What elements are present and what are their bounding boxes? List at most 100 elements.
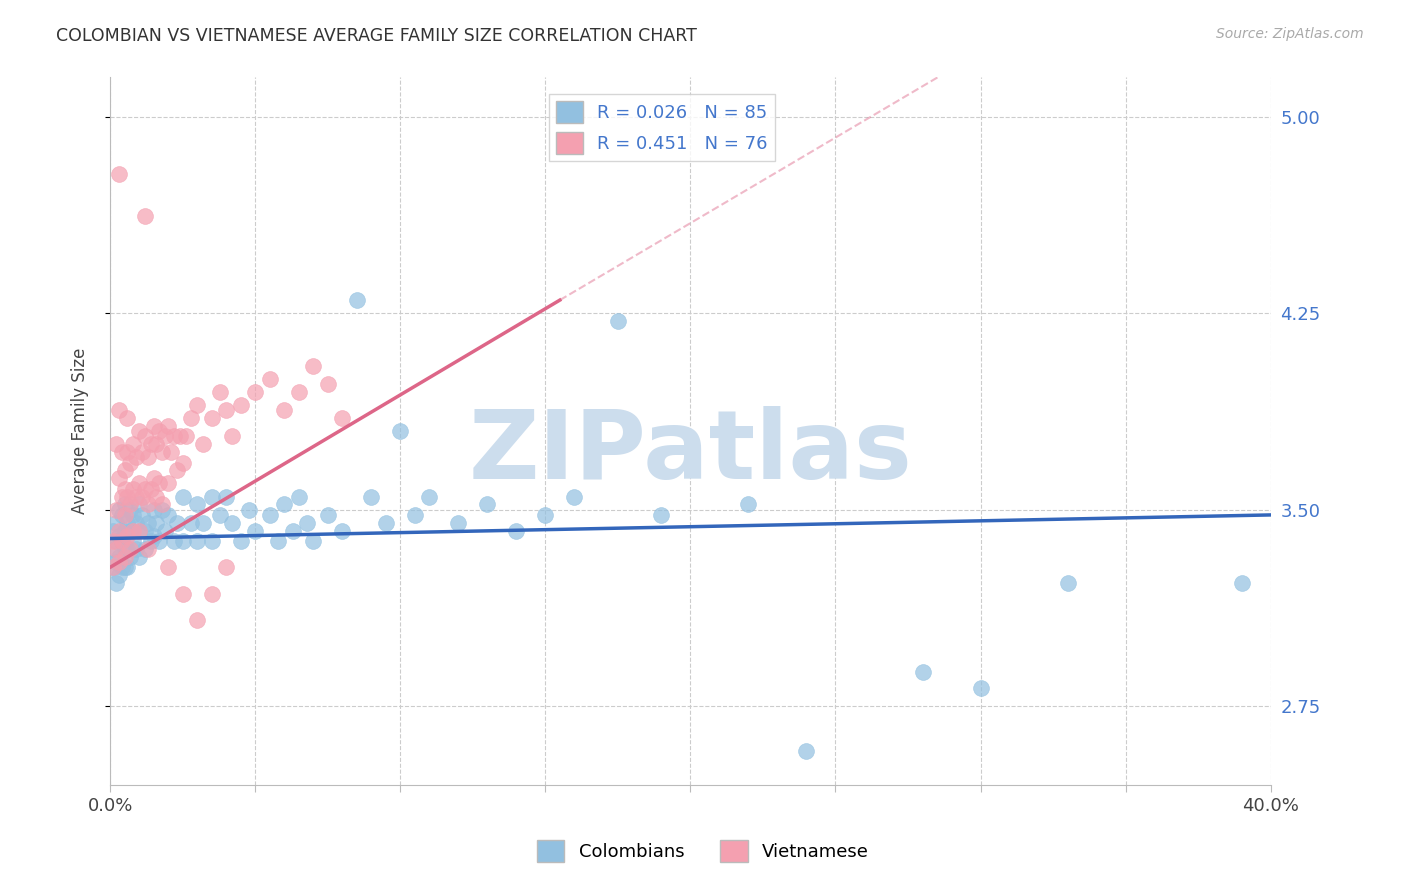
Point: [447, 516, 470, 530]
Point: [172, 456, 194, 470]
Point: [157, 508, 180, 522]
Point: [215, 490, 238, 504]
Point: [101, 560, 124, 574]
Point: [267, 534, 290, 549]
Point: [259, 508, 281, 522]
Point: [374, 516, 396, 530]
Point: [360, 490, 382, 504]
Point: [114, 541, 136, 556]
Point: [163, 429, 186, 443]
Point: [142, 502, 165, 516]
Point: [153, 429, 176, 443]
Point: [128, 498, 150, 512]
Point: [111, 490, 134, 504]
Point: [131, 490, 153, 504]
Point: [145, 490, 167, 504]
Point: [122, 534, 145, 549]
Point: [101, 524, 124, 538]
Point: [201, 490, 224, 504]
Point: [505, 524, 527, 538]
Point: [122, 524, 145, 538]
Point: [477, 498, 499, 512]
Point: [302, 359, 325, 373]
Point: [650, 508, 672, 522]
Point: [148, 476, 170, 491]
Point: [122, 508, 145, 522]
Point: [107, 555, 129, 569]
Point: [229, 534, 252, 549]
Point: [287, 384, 309, 399]
Point: [134, 429, 156, 443]
Point: [796, 744, 818, 758]
Point: [139, 437, 162, 451]
Point: [1056, 576, 1078, 591]
Point: [139, 534, 162, 549]
Point: [114, 508, 136, 522]
Point: [297, 516, 319, 530]
Point: [107, 549, 129, 564]
Point: [107, 167, 129, 181]
Point: [142, 418, 165, 433]
Point: [107, 502, 129, 516]
Point: [134, 524, 156, 538]
Point: [120, 502, 142, 516]
Point: [330, 411, 353, 425]
Point: [101, 541, 124, 556]
Point: [120, 549, 142, 564]
Point: [191, 437, 214, 451]
Point: [122, 437, 145, 451]
Point: [104, 516, 127, 530]
Point: [131, 508, 153, 522]
Point: [136, 541, 159, 556]
Point: [160, 445, 183, 459]
Point: [111, 560, 134, 574]
Point: [404, 508, 426, 522]
Point: [209, 384, 232, 399]
Point: [117, 411, 139, 425]
Point: [273, 403, 295, 417]
Point: [125, 450, 148, 465]
Point: [157, 560, 180, 574]
Point: [114, 482, 136, 496]
Point: [186, 498, 208, 512]
Point: [150, 498, 173, 512]
Point: [150, 502, 173, 516]
Point: [111, 445, 134, 459]
Point: [180, 516, 202, 530]
Point: [221, 516, 243, 530]
Point: [117, 516, 139, 530]
Point: [287, 490, 309, 504]
Point: [150, 445, 173, 459]
Point: [172, 534, 194, 549]
Point: [136, 450, 159, 465]
Point: [107, 403, 129, 417]
Point: [186, 398, 208, 412]
Point: [136, 498, 159, 512]
Point: [172, 586, 194, 600]
Point: [134, 541, 156, 556]
Point: [114, 463, 136, 477]
Point: [186, 534, 208, 549]
Point: [114, 560, 136, 574]
Point: [117, 541, 139, 556]
Point: [316, 376, 339, 391]
Point: [166, 516, 188, 530]
Point: [969, 681, 991, 695]
Point: [104, 534, 127, 549]
Point: [117, 490, 139, 504]
Point: [120, 498, 142, 512]
Point: [166, 463, 188, 477]
Point: [145, 516, 167, 530]
Point: [316, 508, 339, 522]
Point: [128, 476, 150, 491]
Point: [238, 502, 260, 516]
Point: [606, 314, 628, 328]
Point: [114, 549, 136, 564]
Point: [737, 498, 759, 512]
Point: [104, 502, 127, 516]
Point: [157, 418, 180, 433]
Point: [1230, 576, 1253, 591]
Point: [117, 529, 139, 543]
Point: [136, 516, 159, 530]
Legend: Colombians, Vietnamese: Colombians, Vietnamese: [530, 833, 876, 870]
